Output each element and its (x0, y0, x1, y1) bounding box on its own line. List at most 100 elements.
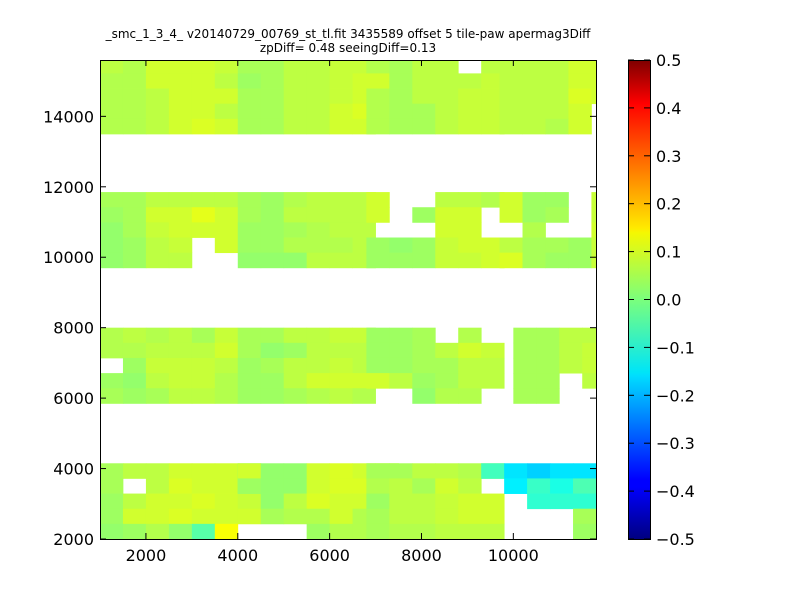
heatmap-cell (168, 103, 193, 120)
heatmap-cell (145, 222, 170, 238)
heatmap-cell (214, 237, 239, 254)
heatmap-cell (435, 73, 459, 89)
colorbar-tick-label: −0.1 (656, 338, 695, 357)
heatmap-cell (283, 478, 308, 494)
heatmap-cell (412, 373, 436, 389)
heatmap-cell (168, 493, 193, 510)
heatmap-cell (545, 60, 569, 74)
heatmap-cell (389, 357, 413, 374)
heatmap-cell (522, 207, 546, 223)
heatmap-cell (100, 60, 124, 74)
heatmap-cell (260, 118, 285, 135)
heatmap-cell (499, 103, 523, 120)
heatmap-cell (481, 73, 505, 89)
heatmap-cell (306, 192, 331, 208)
heatmap-cell (522, 88, 546, 105)
heatmap-cell (568, 88, 592, 105)
heatmap-cell (283, 327, 308, 344)
heatmap-cell (504, 478, 528, 494)
colorbar-tick-label: −0.3 (656, 434, 695, 453)
heatmap-cell (237, 493, 262, 510)
heatmap-cell (412, 207, 436, 223)
heatmap-cell (559, 357, 583, 374)
chart-subtitle: zpDiff= 0.48 seeingDiff=0.13 (260, 41, 436, 55)
heatmap-cell (191, 463, 216, 479)
heatmap-cell (145, 252, 170, 269)
heatmap-cell (499, 207, 523, 223)
heatmap-cell (306, 88, 331, 105)
heatmap-cell (550, 463, 574, 479)
heatmap-cell (283, 103, 308, 120)
heatmap-cell (329, 103, 353, 120)
heatmap-cell (389, 478, 413, 494)
heatmap-cell (145, 388, 170, 404)
heatmap-cell (283, 88, 308, 105)
heatmap-cell (435, 523, 459, 540)
heatmap-cell (260, 388, 285, 404)
heatmap-cell (214, 478, 239, 494)
heatmap-cell (191, 523, 216, 540)
heatmap-cell (122, 252, 147, 269)
heatmap-cell (168, 357, 193, 374)
x-tick-label: 4000 (217, 546, 258, 565)
heatmap-cell (260, 88, 285, 105)
heatmap-cell (260, 373, 285, 389)
heatmap-cell (260, 222, 285, 238)
heatmap-cell (573, 463, 597, 479)
heatmap-cell (122, 463, 147, 479)
heatmap-cell (168, 327, 193, 344)
heatmap-cell (260, 327, 285, 344)
heatmap-cell (145, 508, 170, 525)
heatmap-cell (559, 342, 583, 359)
x-tick-label: 10000 (488, 546, 539, 565)
colorbar-tick-label: −0.2 (656, 386, 695, 405)
heatmap-cell (366, 237, 390, 254)
heatmap-cell (412, 88, 436, 105)
heatmap-cell (122, 88, 147, 105)
heatmap-cell (458, 373, 482, 389)
heatmap-cell (168, 222, 193, 238)
heatmap-cell (458, 88, 482, 105)
heatmap-cell (306, 222, 331, 238)
heatmap-cell (283, 192, 308, 208)
heatmap-cell (458, 252, 482, 269)
heatmap-cell (481, 60, 505, 74)
heatmap-cell (145, 373, 170, 389)
heatmap-cells (100, 60, 597, 540)
heatmap-cell (499, 192, 523, 208)
heatmap-cell (214, 388, 239, 404)
heatmap-cell (260, 493, 285, 510)
heatmap-cell (522, 192, 546, 208)
heatmap-cell (366, 327, 390, 344)
colorbar-tick-label: 0.3 (656, 147, 681, 166)
heatmap-cell (122, 118, 147, 135)
heatmap-cell (458, 327, 482, 344)
heatmap-cell (499, 88, 523, 105)
heatmap-cell (568, 60, 592, 74)
heatmap-cell (214, 327, 239, 344)
heatmap-cell (366, 252, 390, 269)
heatmap-cell (527, 478, 551, 494)
heatmap-cell (100, 118, 124, 135)
heatmap-cell (306, 478, 331, 494)
heatmap-cell (536, 388, 560, 404)
heatmap-cell (260, 207, 285, 223)
colorbar-tick-label: 0.0 (656, 291, 681, 310)
y-tick-label: 6000 (53, 389, 94, 408)
heatmap-cell (237, 388, 262, 404)
heatmap-cell (458, 463, 482, 479)
heatmap-cell (306, 60, 331, 74)
heatmap-cell (283, 60, 308, 74)
heatmap-cell (481, 357, 505, 374)
heatmap-cell (481, 342, 505, 359)
heatmap-cell (237, 508, 262, 525)
heatmap-cell (283, 222, 308, 238)
heatmap-cell (513, 342, 537, 359)
heatmap-cell (329, 463, 353, 479)
heatmap-cell (481, 118, 505, 135)
heatmap-cell (573, 493, 597, 510)
heatmap-cell (536, 327, 560, 344)
heatmap-cell (458, 207, 482, 223)
heatmap-cell (458, 388, 482, 404)
heatmap-cell (458, 342, 482, 359)
